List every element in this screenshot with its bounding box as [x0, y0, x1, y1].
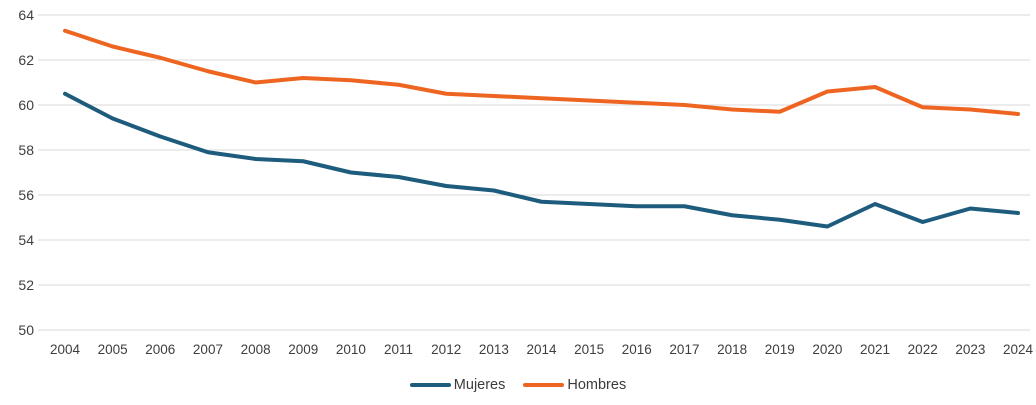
x-axis-tick-label: 2007 — [193, 342, 223, 357]
y-axis-tick-label: 64 — [18, 7, 34, 23]
series-line-mujeres — [63, 91, 1020, 229]
x-axis-tick-label: 2021 — [860, 342, 890, 357]
x-axis-tick-label: 2005 — [98, 342, 128, 357]
x-axis-tick-label: 2019 — [765, 342, 795, 357]
x-axis-tick-label: 2014 — [526, 342, 557, 357]
x-axis-tick-label: 2015 — [574, 342, 604, 357]
legend-label-mujeres: Mujeres — [453, 377, 506, 393]
y-axis-tick-label: 54 — [18, 232, 34, 248]
x-axis-tick-label: 2011 — [384, 342, 413, 357]
legend-swatch-hombres-icon — [523, 383, 565, 387]
x-axis-tick-label: 2022 — [908, 342, 938, 357]
x-axis-tick-label: 2017 — [669, 342, 699, 357]
x-axis-tick-label: 2004 — [50, 342, 81, 357]
y-axis-tick-label: 58 — [18, 142, 34, 158]
legend-label-hombres: Hombres — [567, 377, 627, 393]
legend-item-mujeres: Mujeres — [409, 377, 506, 393]
x-axis-tick-label: 2023 — [955, 342, 985, 357]
x-axis-tick-label: 2012 — [431, 342, 461, 357]
x-axis-tick-label: 2009 — [288, 342, 318, 357]
y-axis-tick-label: 62 — [18, 52, 34, 68]
legend-item-hombres: Hombres — [523, 377, 626, 393]
x-axis-tick-label: 2024 — [1003, 342, 1034, 357]
x-axis-tick-label: 2006 — [145, 342, 175, 357]
x-axis-tick-label: 2016 — [622, 342, 652, 357]
x-axis-tick-label: 2008 — [241, 342, 271, 357]
x-axis-tick-label: 2020 — [812, 342, 842, 357]
x-axis-tick-label: 2013 — [479, 342, 509, 357]
y-axis-tick-label: 60 — [18, 97, 34, 113]
y-axis-tick-label: 52 — [18, 277, 34, 293]
y-axis-tick-label: 50 — [18, 322, 34, 338]
y-axis-tick-label: 56 — [18, 187, 34, 203]
legend: Mujeres Hombres — [0, 377, 1036, 393]
series-line-hombres — [63, 28, 1020, 116]
legend-swatch-mujeres-icon — [409, 383, 451, 387]
x-axis-tick-label: 2010 — [336, 342, 366, 357]
x-axis-tick-label: 2018 — [717, 342, 747, 357]
